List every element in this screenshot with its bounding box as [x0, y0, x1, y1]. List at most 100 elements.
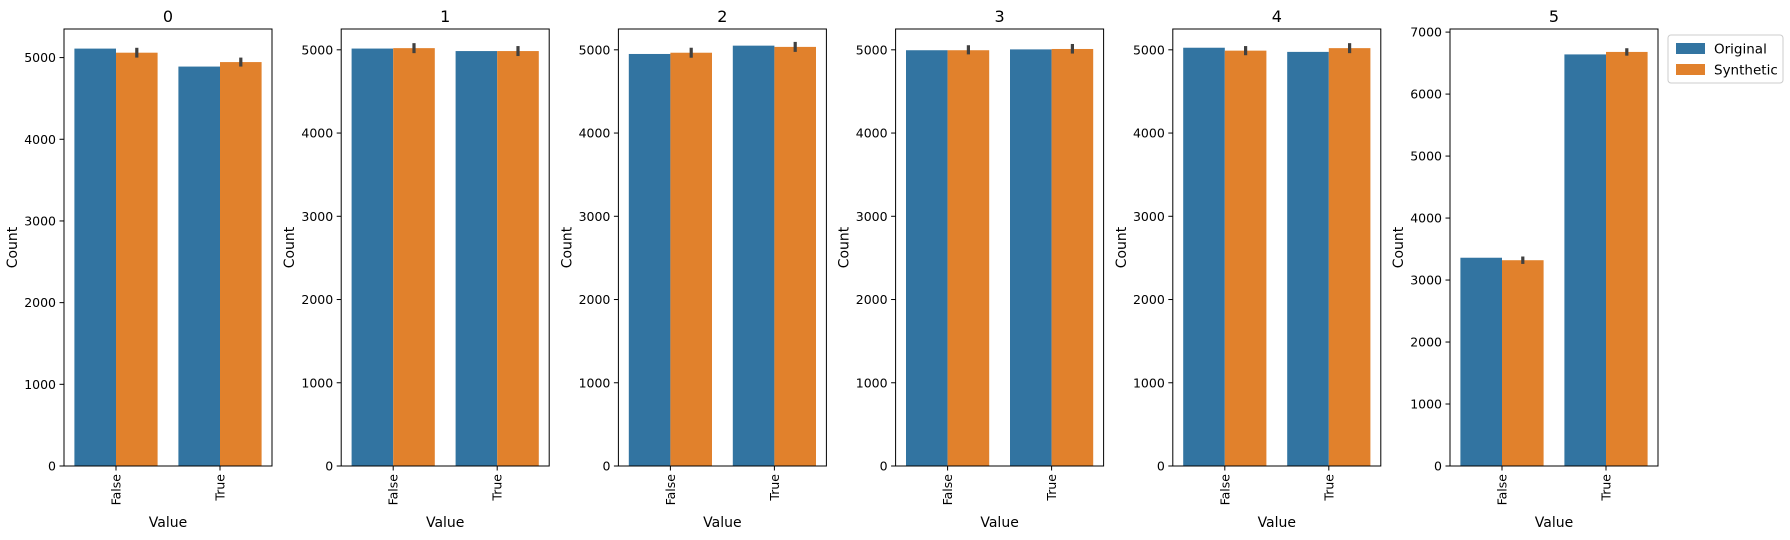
- bar-original-true: [178, 66, 220, 466]
- bar-synthetic-true: [1051, 48, 1094, 466]
- bar-original-true: [455, 51, 498, 467]
- y-tick-label: 1000: [1133, 375, 1165, 390]
- bar-synthetic-true: [497, 51, 539, 467]
- bar-original-false: [351, 48, 394, 467]
- x-tick-label: True: [1044, 474, 1059, 502]
- bar-original-false: [628, 53, 671, 466]
- x-tick-label: False: [386, 474, 401, 506]
- y-tick-label: 1000: [1410, 397, 1442, 412]
- y-axis-label: Count: [559, 226, 575, 268]
- bar-original-false: [906, 50, 948, 466]
- y-tick-label: 4000: [1410, 211, 1442, 226]
- y-tick-label: 2000: [579, 292, 611, 307]
- x-tick-label: False: [940, 474, 955, 506]
- bar-original-true: [732, 45, 775, 467]
- axes-frame: [1449, 28, 1659, 467]
- subplot-title: 3: [995, 7, 1005, 26]
- bar-original-true: [1564, 54, 1606, 466]
- bar-synthetic-false: [947, 50, 990, 466]
- y-tick-label: 6000: [1410, 87, 1442, 102]
- y-tick-label: 4000: [1133, 126, 1165, 141]
- legend-swatch-synthetic: [1676, 64, 1705, 75]
- y-tick-label: 1000: [579, 375, 611, 390]
- subplot-5: 0 1000 2000 3000 4000 5000 6000 7000 False True 5 V…: [1391, 7, 1659, 531]
- subplot-title: 0: [163, 7, 173, 26]
- y-tick-label: 5000: [856, 42, 888, 57]
- bar-synthetic-true: [1328, 48, 1371, 466]
- y-tick-label: 2000: [1133, 292, 1165, 307]
- bar-synthetic-false: [1224, 50, 1267, 466]
- subplot-2: 0 1000 2000 3000 4000 5000 False True 2 Value Coun…: [559, 7, 827, 531]
- bar-synthetic-false: [1502, 260, 1544, 466]
- x-tick-label: True: [1321, 474, 1336, 502]
- y-tick-label: 3000: [301, 209, 333, 224]
- y-tick-label: 1000: [856, 375, 888, 390]
- x-axis-label: Value: [1258, 515, 1296, 531]
- y-tick-label: 7000: [1410, 25, 1442, 40]
- y-tick-label: 5000: [579, 42, 611, 57]
- y-tick-label: 0: [48, 459, 56, 474]
- bar-synthetic-true: [774, 46, 816, 467]
- x-tick-label: False: [109, 474, 124, 506]
- y-tick-label: 2000: [24, 295, 56, 310]
- x-tick-label: True: [490, 474, 505, 502]
- x-axis-label: Value: [1535, 515, 1573, 531]
- y-tick-label: 1000: [24, 377, 56, 392]
- y-tick-label: 2000: [1410, 335, 1442, 350]
- subplot-4: 0 1000 2000 3000 4000 5000 False True 4 Value Coun…: [1114, 7, 1382, 531]
- y-tick-label: 3000: [1410, 273, 1442, 288]
- y-tick-label: 5000: [1410, 149, 1442, 164]
- y-tick-label: 1000: [301, 375, 333, 390]
- y-tick-label: 2000: [301, 292, 333, 307]
- subplot-1: 0 1000 2000 3000 4000 5000 False True 1 Value Coun…: [282, 7, 550, 531]
- y-tick-label: 5000: [24, 50, 56, 65]
- y-tick-label: 0: [325, 459, 333, 474]
- y-tick-label: 0: [880, 459, 888, 474]
- y-tick-label: 0: [602, 459, 610, 474]
- y-axis-label: Count: [837, 226, 853, 268]
- y-tick-label: 4000: [24, 132, 56, 147]
- y-axis-label: Count: [1114, 226, 1130, 268]
- legend-label-synthetic: Synthetic: [1714, 63, 1778, 79]
- y-axis-label: Count: [1391, 226, 1407, 268]
- bar-original-true: [1287, 51, 1329, 466]
- y-tick-label: 5000: [301, 42, 333, 57]
- y-tick-label: 4000: [579, 126, 611, 141]
- legend-swatch-original: [1676, 43, 1705, 54]
- bar-synthetic-true: [1606, 51, 1648, 467]
- subplot-title: 1: [440, 7, 450, 26]
- axes-frame: [340, 28, 550, 467]
- bar-original-false: [1460, 257, 1502, 466]
- x-tick-label: False: [1217, 474, 1232, 506]
- y-tick-label: 3000: [579, 209, 611, 224]
- axes-frame: [895, 28, 1105, 467]
- y-tick-label: 0: [1434, 459, 1442, 474]
- y-tick-label: 2000: [856, 292, 888, 307]
- y-axis-label: Count: [282, 226, 298, 268]
- subplot-title: 5: [1549, 7, 1559, 26]
- bar-synthetic-true: [220, 62, 262, 466]
- y-axis-label: Count: [5, 226, 21, 268]
- x-tick-label: True: [767, 474, 782, 502]
- bar-original-true: [1010, 49, 1052, 466]
- bar-original-false: [1183, 47, 1225, 466]
- bar-synthetic-false: [670, 52, 712, 466]
- bar-synthetic-false: [116, 52, 158, 466]
- y-tick-label: 5000: [1133, 42, 1165, 57]
- legend-label-original: Original: [1714, 42, 1767, 58]
- x-tick-label: False: [663, 474, 678, 506]
- subplot-title: 4: [1272, 7, 1282, 26]
- bar-synthetic-false: [393, 48, 435, 466]
- axes-frame: [1172, 28, 1382, 467]
- x-tick-label: False: [1495, 474, 1510, 506]
- subplot-0: 0 1000 2000 3000 4000 5000 False True 0 Value Coun…: [5, 7, 273, 531]
- y-tick-label: 4000: [856, 126, 888, 141]
- axes-frame: [63, 28, 273, 467]
- x-tick-label: True: [213, 474, 228, 502]
- legend: Original Synthetic: [1667, 34, 1784, 84]
- x-axis-label: Value: [703, 515, 741, 531]
- subplot-title: 2: [717, 7, 727, 26]
- x-axis-label: Value: [980, 515, 1018, 531]
